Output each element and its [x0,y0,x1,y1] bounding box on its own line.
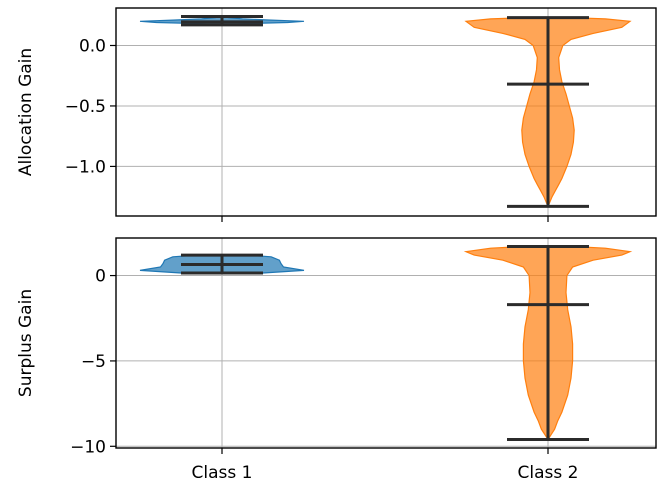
y-axis-label: Surplus Gain [16,289,36,397]
y-tick-label: −0.5 [65,97,106,117]
y-tick-label: 0 [95,267,106,287]
axes-frame [115,237,657,449]
y-axis-label: Allocation Gain [16,48,36,176]
y-tick-label: −1.0 [65,157,106,177]
y-tick-label: −5 [81,352,106,372]
x-tick-label: Class 1 [192,463,253,483]
panel-2: 0 −5 −10 Surplus Gain [16,237,657,457]
y-tick-label: 0.0 [79,36,106,56]
x-tick-label: Class 2 [518,463,579,483]
panel-1: 0.0 −0.5 −1.0 Allocation Gain [16,7,657,222]
axes-frame [115,7,657,217]
y-tick-label: −10 [70,437,106,457]
